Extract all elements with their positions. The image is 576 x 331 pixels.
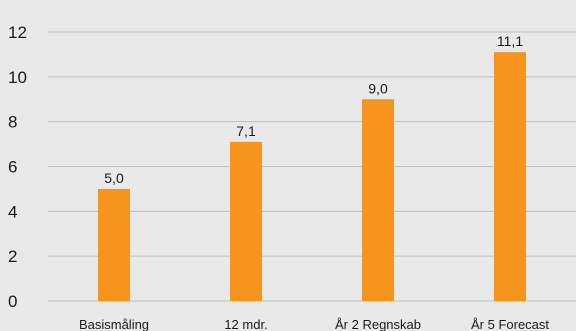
y-tick-label: 12: [8, 23, 27, 42]
y-tick-label: 10: [8, 68, 27, 87]
data-label: 5,0: [104, 170, 124, 186]
data-label: 7,1: [236, 123, 256, 139]
y-tick-label: 0: [8, 292, 17, 311]
y-tick-label: 8: [8, 113, 17, 132]
x-tick-label: Basismåling: [79, 317, 149, 331]
bar: [362, 99, 394, 301]
bar: [230, 141, 262, 301]
x-axis-ticks: Basismåling 12 mdr. År 2 Regnskab År 5 Fore…: [79, 317, 549, 331]
data-label: 9,0: [368, 80, 388, 96]
bar: [494, 52, 526, 301]
y-axis-ticks: 0 2 4 6 8 10 12: [8, 23, 27, 311]
y-tick-label: 2: [8, 247, 17, 266]
y-tick-label: 4: [8, 202, 17, 221]
bar: [98, 188, 130, 301]
gridlines: [48, 31, 576, 302]
y-tick-label: 6: [8, 158, 17, 177]
x-tick-label: År 5 Forecast: [471, 317, 549, 331]
x-tick-label: 12 mdr.: [224, 317, 267, 331]
bars: [98, 52, 526, 301]
data-labels: 5,0 7,1 9,0 11,1: [104, 33, 523, 186]
x-tick-label: År 2 Regnskab: [335, 317, 421, 331]
data-label: 11,1: [497, 33, 523, 49]
